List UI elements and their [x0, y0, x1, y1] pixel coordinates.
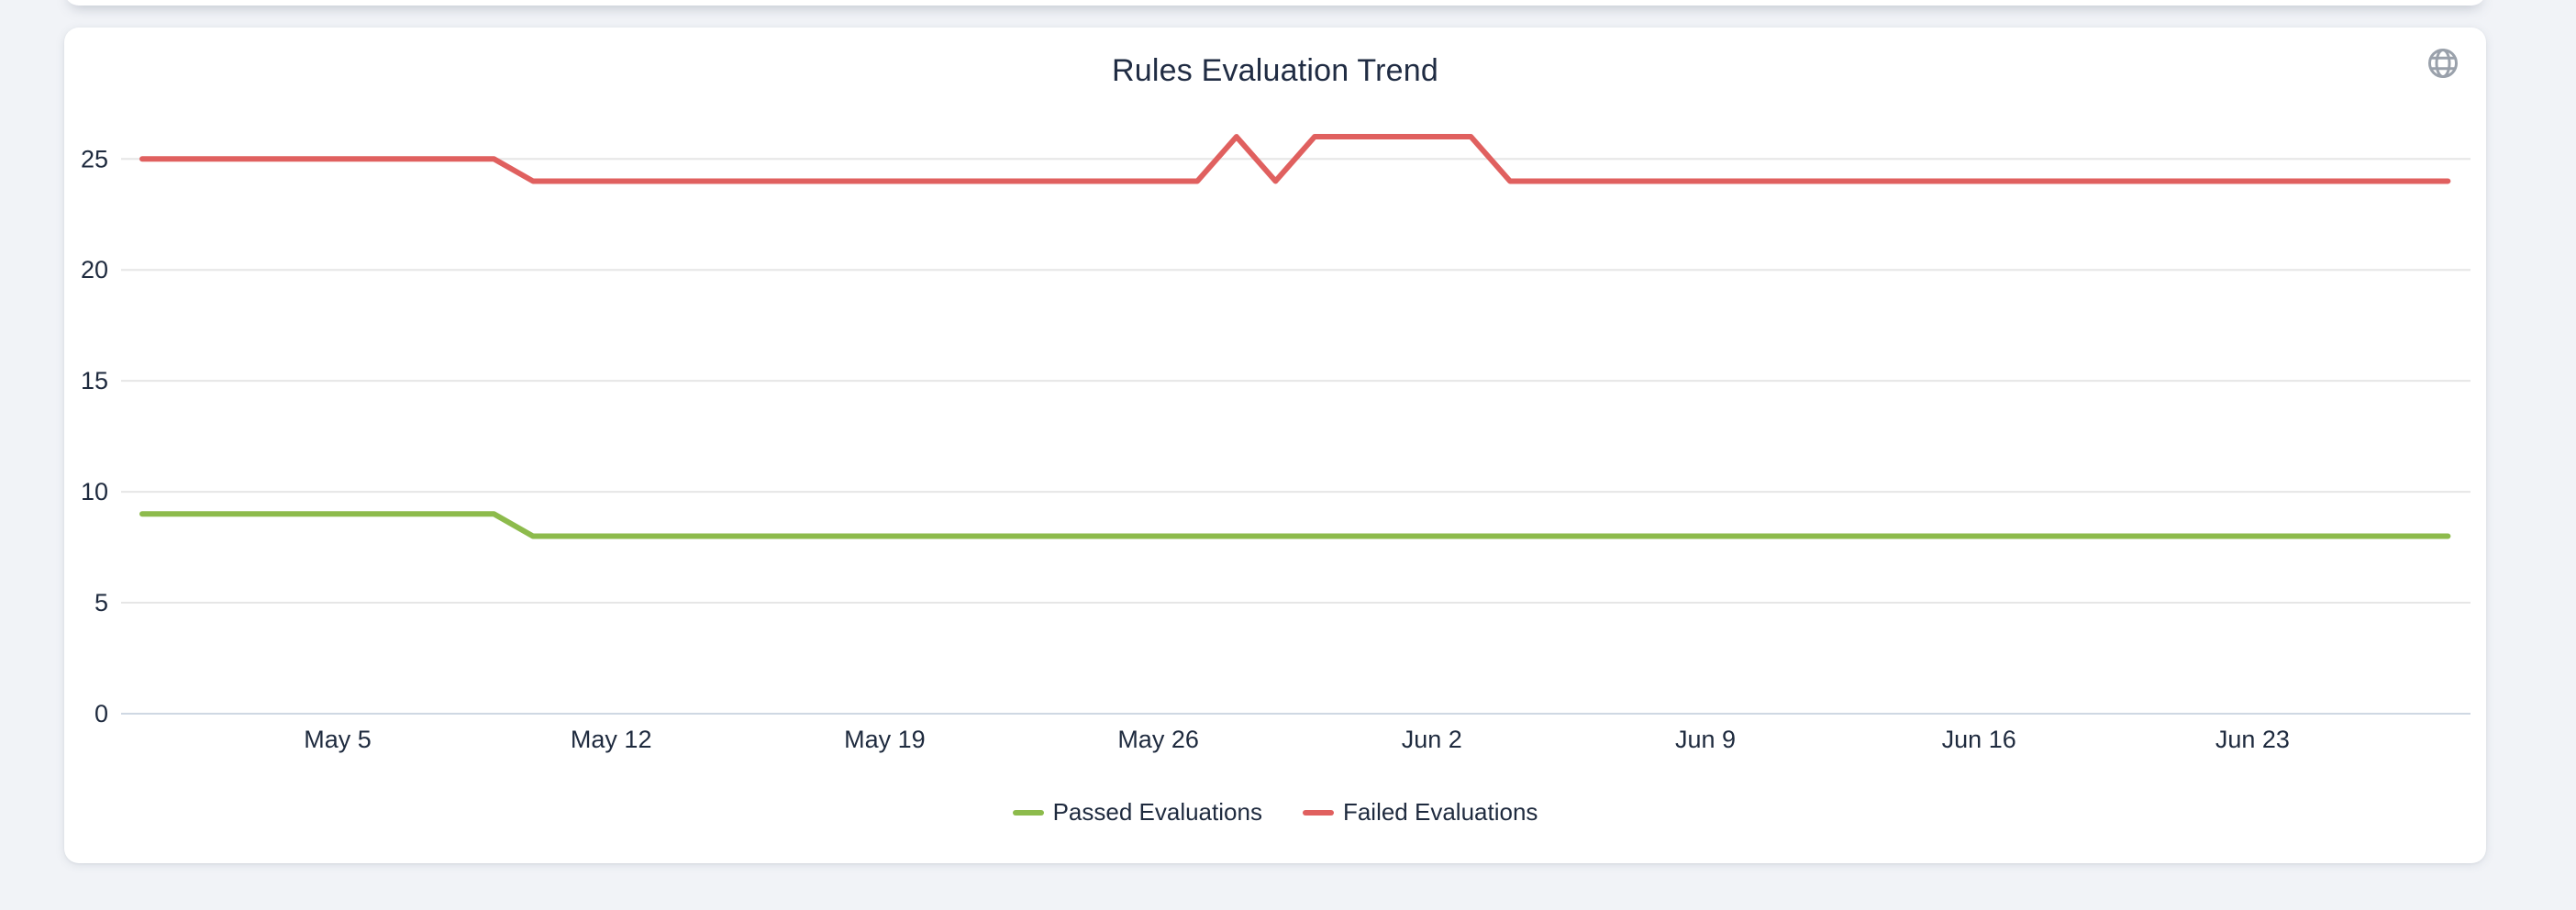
legend-dash-failed-evaluations — [1302, 809, 1334, 816]
y-tick-label: 10 — [81, 478, 108, 505]
y-tick-label: 20 — [81, 256, 108, 283]
y-tick-label: 25 — [81, 145, 108, 172]
legend-item-failed-evaluations[interactable]: Failed Evaluations — [1302, 798, 1538, 827]
globe-button[interactable] — [2426, 46, 2460, 81]
x-tick-label: May 12 — [571, 726, 652, 753]
x-tick-label: Jun 23 — [2215, 726, 2290, 753]
series-line-failed-evaluations — [139, 134, 2451, 184]
x-tick-label: May 19 — [844, 726, 926, 753]
x-tick-label: Jun 16 — [1942, 726, 2016, 753]
series-line-passed-evaluations — [139, 511, 2451, 539]
y-tick-label: 5 — [94, 589, 108, 616]
x-tick-label: Jun 9 — [1675, 726, 1736, 753]
x-tick-label: May 5 — [304, 726, 372, 753]
rules-evaluation-trend-card: Rules Evaluation Trend 0 5 10 15 20 25 May 5 Ma… — [64, 28, 2486, 863]
legend-label: Failed Evaluations — [1342, 798, 1538, 826]
x-tick-label: May 26 — [1117, 726, 1199, 753]
chart-legend: Passed Evaluations Failed Evaluations — [64, 798, 2486, 827]
chart-title: Rules Evaluation Trend — [1112, 53, 1438, 88]
y-gridlines — [121, 158, 2471, 715]
y-axis-labels: 0 5 10 15 20 25 — [81, 145, 108, 727]
x-tick-label: Jun 2 — [1402, 726, 1462, 753]
legend-label: Passed Evaluations — [1052, 798, 1262, 826]
y-tick-label: 15 — [81, 367, 108, 394]
card-above-fragment — [64, 0, 2486, 6]
y-tick-label: 0 — [94, 700, 108, 727]
x-axis-labels: May 5 May 12 May 19 May 26 Jun 2 Jun 9 Jun 16 J… — [304, 726, 2290, 753]
legend-dash-passed-evaluations — [1012, 809, 1044, 816]
rules-evaluation-chart[interactable]: 0 5 10 15 20 25 May 5 May 12 May 19 May 26 Jun 2 Ju… — [64, 28, 2486, 863]
globe-icon — [2428, 49, 2458, 78]
legend-item-passed-evaluations[interactable]: Passed Evaluations — [1012, 798, 1262, 827]
